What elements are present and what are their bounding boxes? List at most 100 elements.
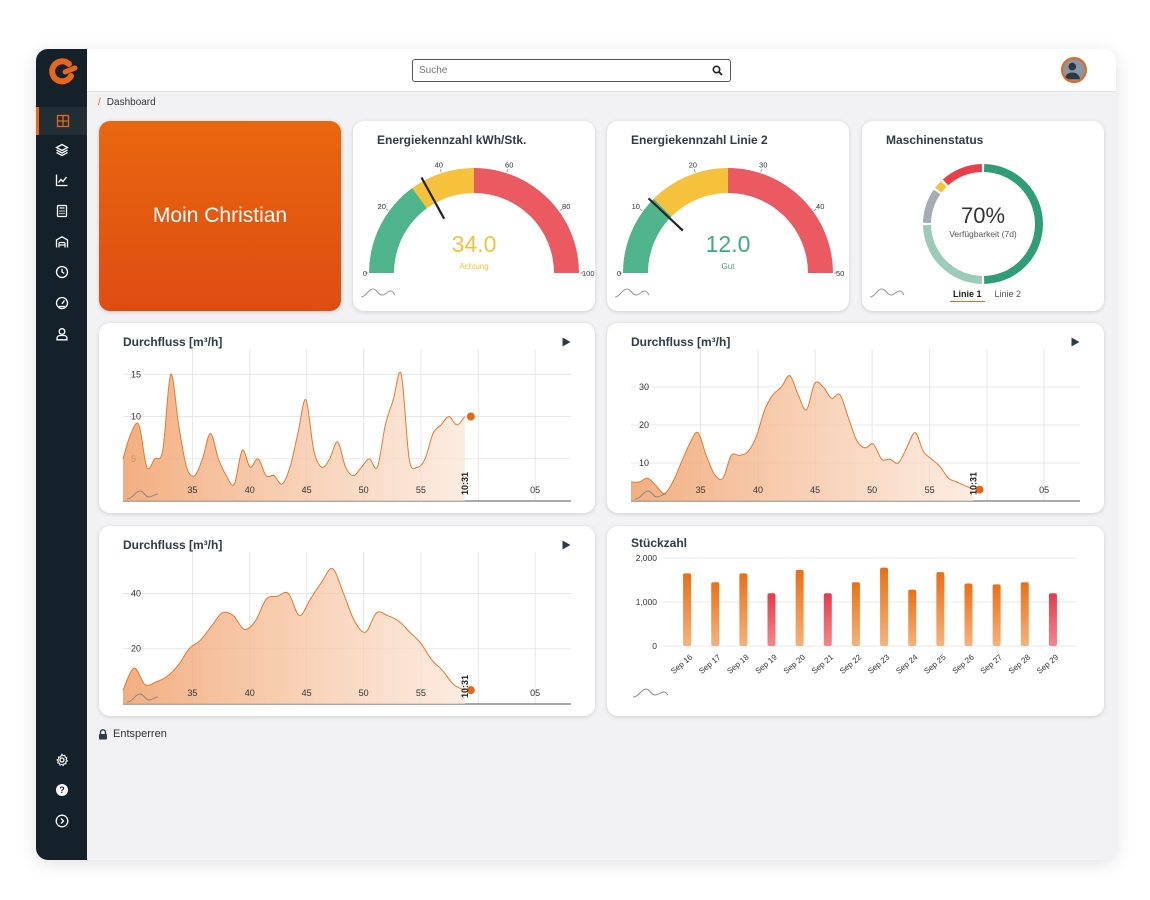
gauge-1-band-2 (474, 168, 579, 273)
gauge-card-2: Energiekennzahl Linie 2 0 10 20 30 40 50 12.0 G… (607, 121, 849, 311)
x-tick-label: 05 (530, 688, 540, 698)
y-tick-label: 10 (131, 412, 141, 422)
y-tick-label: 30 (639, 382, 649, 392)
x-tick-label: Sep 17 (697, 652, 723, 676)
x-tick-label: Sep 28 (1007, 652, 1033, 676)
bar[interactable] (767, 593, 776, 646)
x-tick-label: Sep 24 (894, 652, 920, 676)
x-tick-label: 45 (810, 485, 820, 495)
x-tick-label: 40 (753, 485, 763, 495)
bar[interactable] (711, 582, 720, 646)
sparkline-icon (634, 490, 667, 500)
user-icon (55, 328, 68, 341)
sparkline-icon (126, 490, 159, 500)
bar[interactable] (936, 572, 945, 646)
tab-linie-2[interactable]: Linie 2 (994, 289, 1022, 299)
x-tick-label: Sep 29 (1035, 652, 1061, 676)
sidebar-item-dashboard[interactable] (36, 107, 87, 135)
gauge-1-tick-mark (506, 169, 509, 173)
x-tick-label: Sep 23 (866, 652, 892, 676)
machine-status-title: Maschinenstatus (886, 133, 984, 147)
sidebar-item-layers[interactable] (36, 136, 87, 164)
breadcrumb-current[interactable]: Dashboard (106, 97, 156, 108)
svg-text:?: ? (59, 785, 65, 795)
bar[interactable] (851, 582, 860, 646)
sidebar: ? (36, 49, 87, 860)
breadcrumb: / Dashboard (98, 97, 156, 108)
bar[interactable] (964, 583, 973, 646)
gauge-2-tick-label: 20 (689, 161, 697, 170)
gauge-1-needle (420, 176, 446, 220)
gauge-1-status: Achtung (459, 262, 488, 271)
brand-logo[interactable] (45, 55, 79, 89)
sidebar-item-performance[interactable] (36, 289, 87, 317)
line-tabs: Linie 1 Linie 2 (950, 289, 1021, 302)
x-tick-label: Sep 26 (951, 652, 977, 676)
sidebar-item-expand[interactable] (36, 807, 87, 835)
sidebar-item-settings[interactable] (36, 746, 87, 774)
x-tick-label: Sep 18 (725, 652, 751, 676)
bar[interactable] (1020, 582, 1029, 646)
current-point[interactable] (975, 485, 984, 494)
search-icon[interactable] (712, 65, 723, 76)
search-input[interactable] (419, 63, 699, 78)
x-tick-label: Sep 19 (754, 652, 780, 676)
sidebar-item-calculator[interactable] (36, 197, 87, 225)
calculator-icon (56, 204, 67, 218)
tab-linie-1[interactable]: Linie 1 (950, 289, 985, 302)
gauge-2: 0 10 20 30 40 50 12.0 Gut (617, 161, 845, 278)
flow-chart-card-2: Durchfluss [m³/h] 10 20 30 35 40 45 50 55 05 10:3… (607, 323, 1104, 513)
bar[interactable] (1048, 593, 1057, 646)
area-fill (123, 568, 465, 704)
gauge-2-needle (647, 197, 684, 232)
lock-icon (99, 728, 107, 739)
gauge-2-band-2 (728, 168, 833, 273)
sidebar-item-users[interactable] (36, 320, 87, 348)
y-tick-label: 40 (131, 588, 141, 598)
current-point[interactable] (466, 686, 475, 695)
gauge-card-1: Energiekennzahl kWh/Stk. 0 20 40 60 80 100 34.… (353, 121, 595, 311)
gauge-2-status: Gut (722, 262, 736, 271)
sidebar-item-warehouse[interactable] (36, 228, 87, 256)
warehouse-icon (55, 236, 68, 248)
y-tick-label: 2,000 (636, 553, 658, 563)
gauge-2-tick-mark (639, 208, 643, 212)
gauge-1-tick-label: 100 (582, 269, 595, 278)
gauge-1-tick-mark (385, 208, 389, 212)
bar[interactable] (739, 573, 748, 646)
x-tick-label: 55 (416, 688, 426, 698)
bar[interactable] (683, 573, 692, 646)
piece-count-title: Stückzahl (631, 536, 688, 550)
unlock-button[interactable]: Entsperren (98, 728, 167, 740)
sidebar-item-analytics[interactable] (36, 166, 87, 194)
y-tick-label: 10 (639, 458, 649, 468)
area-fill (123, 372, 465, 501)
play-icon[interactable] (562, 540, 571, 550)
sidebar-item-help[interactable]: ? (36, 776, 87, 804)
gauge-2-tick-label: 10 (632, 202, 640, 211)
bar[interactable] (880, 567, 889, 646)
help-icon: ? (55, 784, 68, 796)
bar[interactable] (908, 589, 917, 646)
play-icon[interactable] (562, 337, 571, 347)
machine-status-card: Maschinenstatus 70% Verfügbarkeit (7d) L… (862, 121, 1104, 311)
gauge-1-tick-label: 60 (505, 161, 513, 170)
bar[interactable] (823, 593, 832, 646)
availability-donut: 70% Verfügbarkeit (7d) (923, 164, 1043, 284)
x-tick-label: 35 (696, 485, 706, 495)
y-tick-label: 15 (131, 369, 141, 379)
x-tick-label: 55 (416, 485, 426, 495)
flow-chart-2-title: Durchfluss [m³/h] (631, 335, 731, 349)
sidebar-item-history[interactable] (36, 258, 87, 286)
play-icon[interactable] (1071, 337, 1080, 347)
x-tick-label: 50 (359, 485, 369, 495)
speedometer-icon (55, 296, 68, 310)
gauge-2-tick-mark (693, 169, 696, 173)
avatar[interactable] (1061, 57, 1087, 83)
current-point[interactable] (466, 412, 475, 421)
bar[interactable] (992, 584, 1001, 646)
flow-chart-card-3: Durchfluss [m³/h] 20 40 35 40 45 50 55 05 10:31 (99, 526, 595, 716)
bar[interactable] (795, 569, 804, 646)
gauge-1-band-1 (412, 168, 474, 209)
